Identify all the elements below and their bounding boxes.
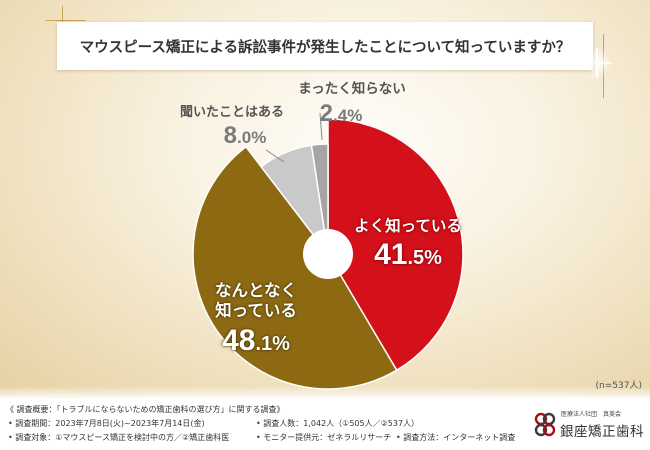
pie-center-hole xyxy=(303,229,353,279)
chart-title: マウスピース矯正による訴訟事件が発生したことについて知っていますか？ xyxy=(79,39,571,56)
value-integer-part: 2 xyxy=(319,100,334,127)
slice-label-3: まったく知らない xyxy=(298,81,406,96)
slice-value-3: 2.4% xyxy=(285,102,397,126)
pie-slice-3 xyxy=(310,143,329,255)
sample-size-note: (n=537人) xyxy=(595,381,642,391)
survey-item: 調査期間：2023年7月8日(火)~2023年7月14日(金) xyxy=(8,418,204,429)
survey-item: 調査対象：①マウスピース矯正を検討中の方／②矯正歯科医 xyxy=(8,432,229,443)
leader-line-slice-3 xyxy=(319,112,323,141)
value-integer-part: 48 xyxy=(222,324,256,357)
survey-heading: 《 調査概要：「トラブルにならないための矯正歯科の選び方」に関する調査》 xyxy=(6,405,285,414)
leader-line-slice-2 xyxy=(265,149,285,163)
logo-clinic-name: 銀座矯正歯科 xyxy=(560,424,644,440)
decor-gold-line xyxy=(46,20,86,21)
pie-slices xyxy=(192,118,464,390)
slice-label-2: 聞いたことはある xyxy=(179,104,284,119)
survey-item: モニター提供元：ゼネラルリサーチ xyxy=(256,432,391,443)
slice-label-0: よく知っている xyxy=(354,218,462,235)
logo-org-name: 医療法人社団 真美会 xyxy=(561,411,622,418)
background-fade xyxy=(0,386,650,400)
value-decimal-part: .4% xyxy=(333,106,363,125)
slice-value-0: 41.5% xyxy=(340,240,476,270)
slice-value-2: 8.0% xyxy=(185,124,305,148)
value-integer-part: 8 xyxy=(223,122,238,149)
pie-slice-0 xyxy=(327,118,464,372)
pie-slice-1 xyxy=(192,145,398,390)
value-decimal-part: .1% xyxy=(255,333,290,355)
slice-label-1: なんとなく 知っている xyxy=(214,282,297,320)
value-decimal-part: .5% xyxy=(407,247,442,269)
survey-item: 調査方法：インターネット調査 xyxy=(396,432,515,443)
slice-value-1: 48.1% xyxy=(190,326,322,356)
pie-chart xyxy=(192,112,464,390)
chart-title-box: マウスピース矯正による訴訟事件が発生したことについて知っていますか？ xyxy=(57,22,593,70)
value-decimal-part: .0% xyxy=(237,128,267,147)
value-integer-part: 41 xyxy=(374,238,408,271)
survey-item: 調査人数：1,042人（①505人／②537人） xyxy=(256,418,419,429)
logo-icon xyxy=(534,412,556,437)
